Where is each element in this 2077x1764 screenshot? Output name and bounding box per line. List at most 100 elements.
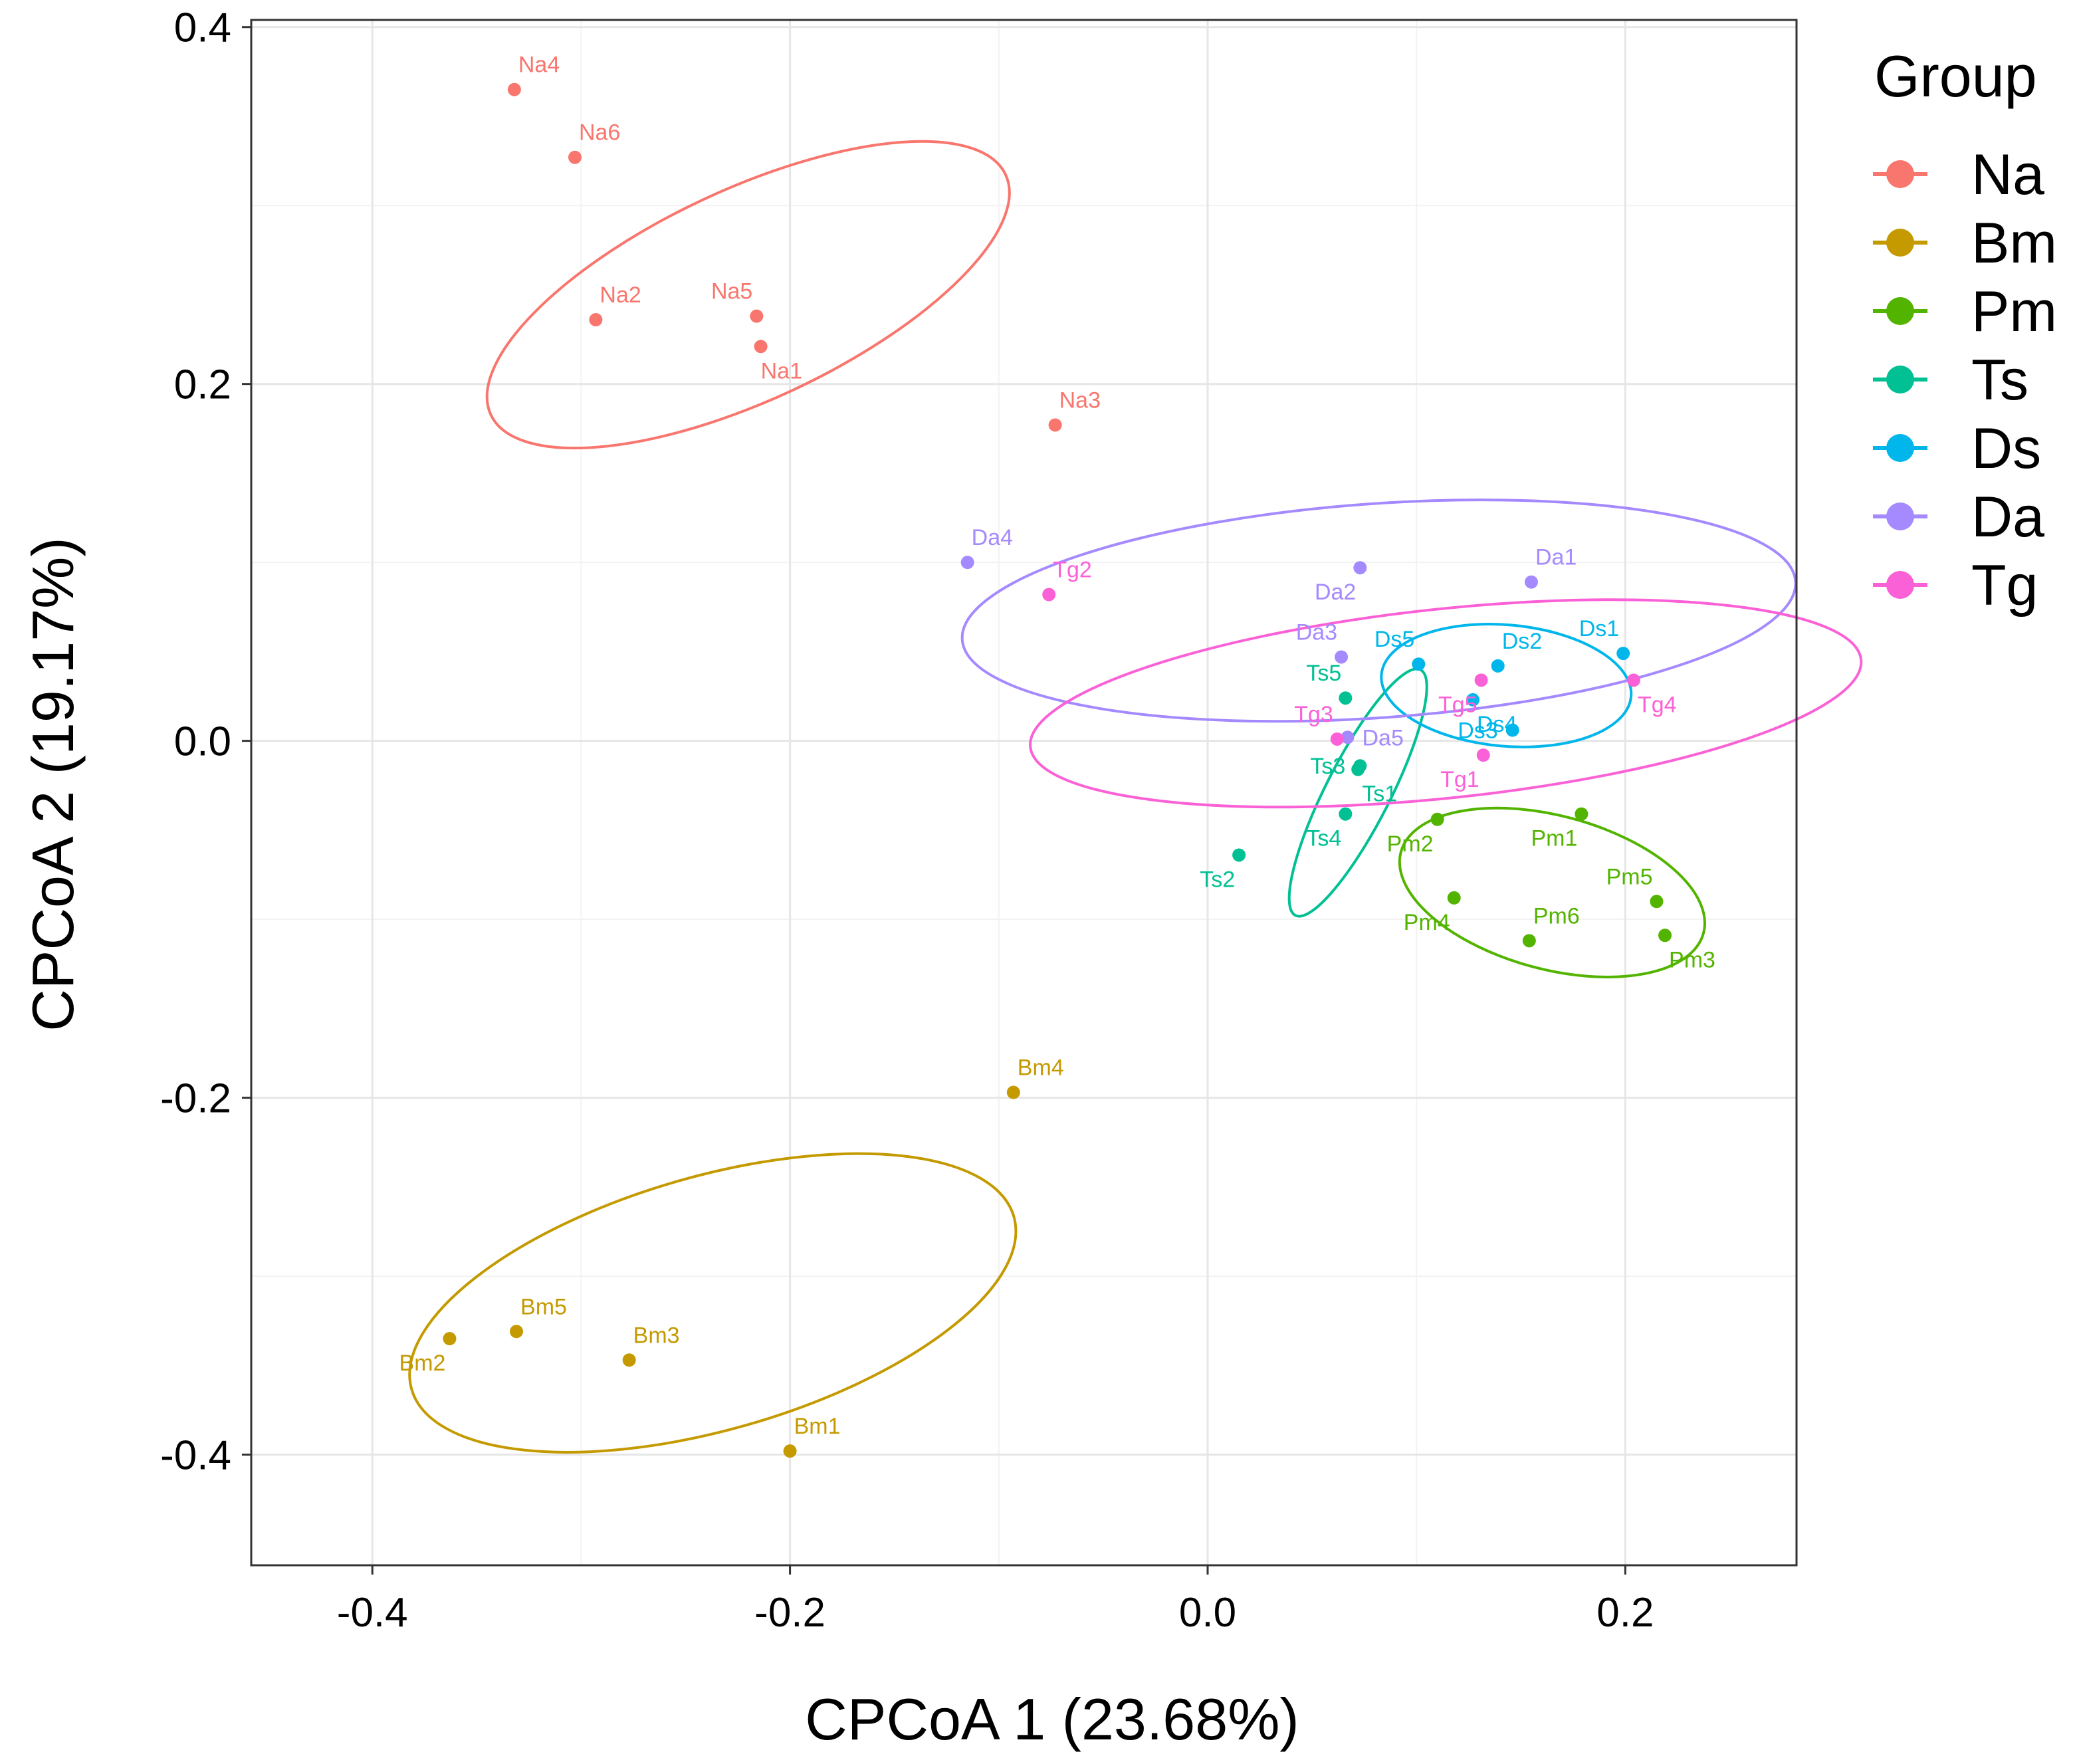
point-label-tg1: Tg1	[1440, 767, 1479, 792]
legend-label: Pm	[1971, 280, 2057, 344]
y-tick-label: -0.2	[160, 1076, 231, 1122]
point-pm6	[1522, 934, 1536, 948]
legend-title: Group	[1874, 43, 2037, 109]
ellipse-ds	[1380, 623, 1633, 748]
ellipse-ts	[1287, 667, 1428, 918]
legend-label: Ds	[1971, 417, 2041, 481]
point-label-ts1: Ts1	[1362, 782, 1397, 807]
point-tg3	[1330, 732, 1344, 746]
point-da3	[1335, 650, 1349, 664]
legend-item-da: Da	[1873, 485, 2044, 549]
point-label-da2: Da2	[1315, 580, 1356, 605]
point-ts4	[1339, 807, 1353, 821]
point-label-tg2: Tg2	[1053, 557, 1092, 582]
point-label-pm2: Pm2	[1387, 831, 1434, 857]
x-tick-label: 0.0	[1179, 1590, 1236, 1636]
point-ds2	[1491, 659, 1505, 673]
point-na1	[754, 340, 768, 354]
point-label-da1: Da1	[1535, 545, 1577, 570]
y-axis-title: CPCoA 2 (19.17%)	[20, 537, 86, 1032]
point-na6	[568, 150, 582, 164]
legend-item-ds: Ds	[1873, 417, 2041, 481]
point-pm3	[1658, 929, 1672, 942]
point-label-na6: Na6	[579, 120, 620, 146]
point-tg1	[1476, 748, 1490, 762]
point-label-ts2: Ts2	[1200, 867, 1235, 892]
point-da2	[1353, 561, 1367, 575]
point-label-ts3: Ts3	[1310, 754, 1345, 779]
point-label-bm3: Bm3	[633, 1323, 680, 1348]
point-label-na5: Na5	[711, 279, 752, 304]
point-na2	[589, 313, 603, 327]
y-tick-label: 0.2	[174, 362, 231, 408]
point-label-tg5: Tg5	[1438, 692, 1477, 717]
legend-label: Ts	[1971, 348, 2028, 412]
point-bm2	[443, 1332, 457, 1346]
legend-item-pm: Pm	[1873, 280, 2057, 344]
ellipse-da	[960, 498, 1797, 723]
axis-tick-labels: -0.4 -0.2 0.0 0.2 0.4 0.2 0.0 -0.2 -0.4	[160, 5, 1654, 1636]
point-pm4	[1447, 891, 1461, 905]
point-da5	[1341, 730, 1355, 744]
x-tick-label: -0.4	[337, 1590, 408, 1636]
legend-label: Tg	[1971, 554, 2038, 617]
legend-key-dot	[1886, 229, 1914, 257]
x-tick-label: -0.2	[754, 1590, 825, 1636]
point-label-na2: Na2	[600, 282, 641, 308]
point-label-pm3: Pm3	[1669, 947, 1715, 972]
point-bm4	[1006, 1085, 1020, 1099]
point-da1	[1524, 575, 1538, 589]
point-ts3	[1353, 759, 1367, 773]
point-label-pm4: Pm4	[1404, 910, 1450, 935]
point-label-na3: Na3	[1059, 387, 1101, 413]
point-tg5	[1474, 673, 1488, 687]
grid-major	[251, 20, 1797, 1565]
grid-minor	[251, 20, 1797, 1565]
confidence-ellipses	[408, 140, 1863, 1454]
legend-key-dot	[1886, 160, 1914, 188]
y-tick-label: 0.0	[174, 719, 231, 765]
point-tg4	[1626, 673, 1640, 687]
point-label-na1: Na1	[761, 358, 802, 384]
point-label-tg3: Tg3	[1294, 702, 1333, 727]
point-ds4	[1466, 693, 1480, 707]
point-label-bm4: Bm4	[1018, 1055, 1064, 1081]
legend-item-na: Na	[1873, 143, 2044, 207]
point-label-pm5: Pm5	[1606, 864, 1653, 889]
point-labels: Na1 Na2 Na3 Na4 Na5 Na6 Bm1 Bm2 Bm3 Bm4 Bm5 Pm1 Pm2 P…	[399, 53, 1715, 1439]
point-bm1	[783, 1444, 797, 1458]
legend-label: Bm	[1971, 211, 2057, 275]
point-label-pm1: Pm1	[1531, 826, 1577, 851]
point-pm2	[1430, 812, 1444, 826]
legend-item-bm: Bm	[1873, 211, 2057, 275]
point-ds1	[1616, 647, 1630, 661]
point-ts2	[1232, 848, 1246, 862]
legend-label: Na	[1971, 143, 2044, 207]
ellipse-na	[485, 140, 1011, 450]
y-tick-label: -0.4	[160, 1433, 231, 1479]
point-label-da5: Da5	[1362, 725, 1403, 750]
ellipse-bm	[408, 1152, 1018, 1454]
point-label-pm6: Pm6	[1533, 903, 1580, 929]
point-label-ts5: Ts5	[1306, 661, 1341, 686]
legend-key-dot	[1886, 502, 1914, 530]
legend-key-dot	[1886, 571, 1914, 599]
y-tick-label: 0.4	[174, 5, 231, 51]
point-ds5	[1412, 657, 1426, 671]
point-label-na4: Na4	[518, 53, 560, 78]
point-na3	[1048, 418, 1062, 432]
point-label-tg4: Tg4	[1638, 692, 1677, 717]
point-bm3	[622, 1353, 636, 1367]
point-label-ds1: Ds1	[1579, 616, 1619, 641]
point-label-bm1: Bm1	[794, 1414, 841, 1439]
point-label-ds3: Ds3	[1458, 718, 1497, 744]
point-tg2	[1042, 588, 1056, 602]
point-label-ds4: Ds4	[1477, 712, 1517, 737]
point-label-bm2: Bm2	[399, 1351, 446, 1376]
legend-item-tg: Tg	[1873, 554, 2038, 617]
point-ts5	[1339, 691, 1353, 705]
point-label-da3: Da3	[1296, 619, 1337, 645]
